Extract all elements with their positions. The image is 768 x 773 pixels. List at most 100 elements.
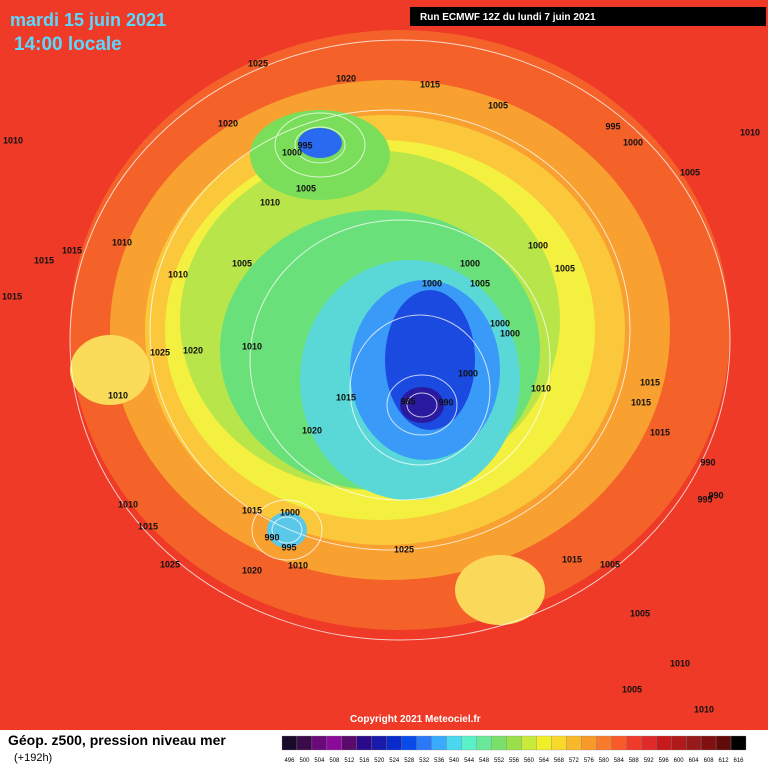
colorbar-label: 504 bbox=[314, 758, 325, 764]
colorbar-cell bbox=[281, 735, 298, 751]
isobar-label: 1015 bbox=[631, 397, 651, 407]
isobar-label: 1025 bbox=[394, 544, 414, 554]
colorbar-label: 564 bbox=[539, 758, 550, 764]
colorbar-cell bbox=[416, 735, 432, 751]
footer-title: Géop. z500, pression niveau mer bbox=[8, 732, 226, 748]
isobar-label: 1010 bbox=[112, 237, 132, 247]
colorbar-label: 588 bbox=[629, 758, 640, 764]
isobar-label: 1000 bbox=[422, 278, 442, 288]
colorbar-cell bbox=[476, 735, 492, 751]
colorbar-label: 496 bbox=[284, 758, 295, 764]
isobar-label: 990 bbox=[700, 457, 715, 467]
colorbar-cell bbox=[446, 735, 462, 751]
isobar-label: 1005 bbox=[488, 100, 508, 110]
isobar-label: 1005 bbox=[555, 263, 575, 273]
isobar-label: 1000 bbox=[280, 507, 300, 517]
colorbar-label: 532 bbox=[419, 758, 430, 764]
colorbar-label: 600 bbox=[674, 758, 685, 764]
isobars bbox=[69, 39, 731, 641]
isobar-label: 1000 bbox=[500, 328, 520, 338]
isobar-label: 1005 bbox=[680, 167, 700, 177]
colorbar-label: 524 bbox=[389, 758, 400, 764]
isobar-label: 1010 bbox=[118, 499, 138, 509]
isobar-label: 1015 bbox=[242, 505, 262, 515]
isobar-label: 1010 bbox=[670, 658, 690, 668]
colorbar-label: 516 bbox=[359, 758, 370, 764]
colorbar-label: 512 bbox=[344, 758, 355, 764]
isobar-label: 1005 bbox=[232, 258, 252, 268]
isobar-label: 1015 bbox=[2, 291, 22, 301]
colorbar-label: 596 bbox=[659, 758, 670, 764]
colorbar-label: 560 bbox=[524, 758, 535, 764]
colorbar-label: 500 bbox=[299, 758, 310, 764]
colorbar-cell bbox=[326, 735, 343, 751]
copyright: Copyright 2021 Meteociel.fr bbox=[350, 714, 481, 725]
isobar-label: 995 bbox=[281, 542, 296, 552]
colorbar-cell bbox=[521, 735, 537, 751]
isobar-label: 1015 bbox=[650, 427, 670, 437]
isobar-label: 1015 bbox=[62, 245, 82, 255]
isobar-label: 985 bbox=[400, 396, 415, 406]
colorbar-cell bbox=[386, 735, 402, 751]
colorbar-cell bbox=[581, 735, 597, 751]
colorbar-cell bbox=[626, 735, 642, 751]
isobar-label: 1010 bbox=[288, 560, 308, 570]
isobar-label: 1020 bbox=[218, 118, 238, 128]
colorbar-cell bbox=[566, 735, 582, 751]
isobar-label: 1005 bbox=[296, 183, 316, 193]
isobar-label: 1015 bbox=[336, 392, 356, 402]
isobar-label: 1015 bbox=[420, 79, 440, 89]
isobar-label: 1015 bbox=[138, 521, 158, 531]
isobar-label: 1025 bbox=[150, 347, 170, 357]
colorbar-label: 608 bbox=[704, 758, 715, 764]
colorbar-cell bbox=[371, 735, 387, 751]
isobar-labels: 1025102010151005102099510009951000101010… bbox=[2, 58, 760, 714]
colorbar: 496 500 504 508 512 516 520 524 528 532 536 540 544 5… bbox=[281, 735, 747, 764]
isobar-label: 1010 bbox=[168, 269, 188, 279]
colorbar-label: 604 bbox=[689, 758, 700, 764]
colorbar-cell bbox=[656, 735, 672, 751]
colorbar-cell bbox=[596, 735, 612, 751]
colorbar-label: 592 bbox=[644, 758, 655, 764]
colorbar-cell bbox=[715, 735, 732, 751]
colorbar-label: 520 bbox=[374, 758, 385, 764]
colorbar-cell bbox=[296, 735, 313, 751]
isobar-label: 1010 bbox=[740, 127, 760, 137]
colorbar-label: 584 bbox=[614, 758, 625, 764]
isobar-label: 995 bbox=[697, 494, 712, 504]
colorbar-cell bbox=[461, 735, 477, 751]
isobar-label: 1005 bbox=[470, 278, 490, 288]
colorbar-cell bbox=[311, 735, 328, 751]
local-time: 14:00 locale bbox=[14, 34, 122, 55]
colorbar-cell bbox=[401, 735, 417, 751]
isobar-label: 1000 bbox=[623, 137, 643, 147]
isobar-label: 990 bbox=[264, 532, 279, 542]
isobar-label: 1005 bbox=[630, 608, 650, 618]
isobar-label: 1000 bbox=[458, 368, 478, 378]
colorbar-cell bbox=[551, 735, 567, 751]
isobar-label: 1025 bbox=[248, 58, 268, 68]
run-info: Run ECMWF 12Z du lundi 7 juin 2021 bbox=[420, 12, 596, 23]
isobar-label: 1000 bbox=[460, 258, 480, 268]
isobar-label: 995 bbox=[297, 140, 312, 150]
colorbar-label: 544 bbox=[464, 758, 475, 764]
lead-time: (+192h) bbox=[14, 752, 52, 764]
colorbar-cell bbox=[341, 735, 357, 751]
isobar-label: 1020 bbox=[242, 565, 262, 575]
isobar-label: 1010 bbox=[3, 135, 23, 145]
colorbar-label: 612 bbox=[719, 758, 730, 764]
isobar-label: 1010 bbox=[531, 383, 551, 393]
colorbar-cell bbox=[431, 735, 447, 751]
colorbar-label: 580 bbox=[599, 758, 610, 764]
colorbar-cell bbox=[685, 735, 702, 751]
isobar-label: 1000 bbox=[528, 240, 548, 250]
colorbar-label: 508 bbox=[329, 758, 340, 764]
colorbar-cell bbox=[730, 735, 747, 751]
colorbar-label: 528 bbox=[404, 758, 415, 764]
colorbar-label: 536 bbox=[434, 758, 445, 764]
isobar-label: 1020 bbox=[302, 425, 322, 435]
isobar-label: 1010 bbox=[108, 390, 128, 400]
isobar-label: 1010 bbox=[242, 341, 262, 351]
isobar-label: 995 bbox=[605, 121, 620, 131]
